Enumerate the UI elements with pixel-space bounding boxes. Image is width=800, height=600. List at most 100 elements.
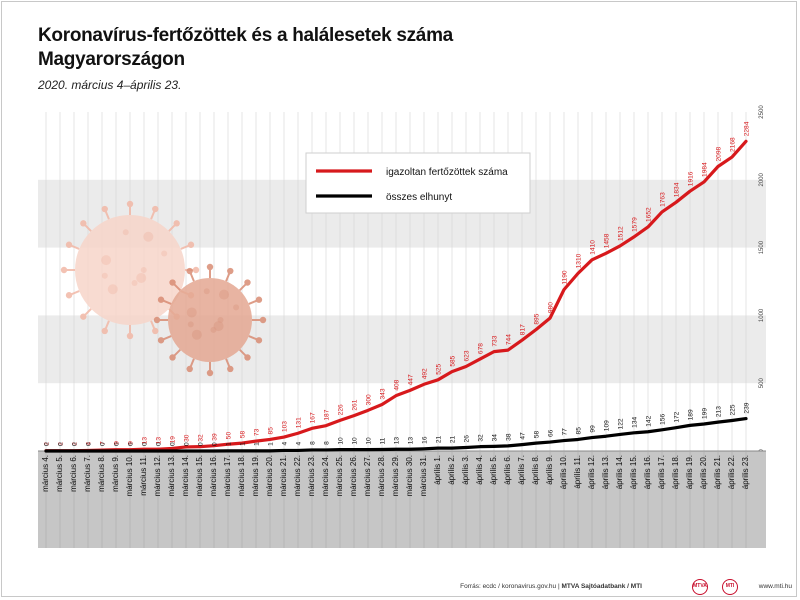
x-tick-label: április 22. [727,455,736,489]
data-label-deaths: 0 [212,442,219,446]
x-tick-label: március 23. [307,455,316,496]
data-label-deaths: 58 [534,430,541,438]
data-label-deaths: 0 [128,442,135,446]
data-label-infected: 408 [394,379,401,390]
data-label-infected: 1652 [646,207,653,222]
x-tick-label: március 24. [321,455,330,496]
x-tick-label: április 16. [643,455,652,489]
source-bold: MTVA Sajtóadatbank / MTI [561,583,642,590]
data-label-infected: 187 [324,409,331,420]
data-label-deaths: 8 [310,441,317,445]
x-tick-label: március 8. [97,455,106,492]
x-tick-label: április 23. [741,455,750,489]
data-label-infected: 9 [128,441,135,445]
data-label-deaths: 10 [352,437,359,445]
y-tick-label: 500 [759,378,765,389]
x-tick-label: március 5. [55,455,64,492]
x-tick-label: március 15. [195,455,204,496]
data-label-infected: 585 [450,355,457,366]
data-label-infected: 73 [254,428,261,436]
x-tick-label: április 20. [699,455,708,489]
footer: Forrás: ecdc / koronavirus.gov.hu | MTVA… [0,572,800,600]
data-label-infected: 2 [58,442,65,446]
x-tick-label: április 18. [671,455,680,489]
x-tick-label: április 14. [615,455,624,489]
line-chart: 05001000150020002500március 4.március 5.… [38,105,766,548]
data-label-infected: 226 [338,404,345,415]
x-tick-label: március 6. [69,455,78,492]
data-label-infected: 1310 [576,253,583,268]
data-label-infected: 525 [436,363,443,374]
data-label-infected: 50 [226,432,233,440]
y-tick-label: 1000 [759,308,765,322]
data-label-infected: 131 [296,417,303,428]
x-tick-label: március 9. [111,455,120,492]
x-tick-label: március 10. [125,455,134,496]
y-tick-label: 2000 [759,172,765,186]
source-prefix: Forrás: ecdc / koronavirus.gov.hu | [460,583,562,590]
x-tick-label: március 29. [391,455,400,496]
data-label-infected: 817 [520,324,527,335]
data-label-infected: 58 [240,430,247,438]
x-tick-label: április 19. [685,455,694,489]
data-label-infected: 261 [352,399,359,410]
data-label-deaths: 199 [702,408,709,419]
data-label-deaths: 32 [478,434,485,442]
legend-label: összes elhunyt [386,192,452,203]
x-axis-area [38,451,766,548]
data-label-deaths: 0 [170,442,177,446]
x-tick-label: március 20. [265,455,274,496]
data-label-infected: 13 [156,437,163,445]
data-label-deaths: 11 [380,437,387,444]
x-tick-label: március 28. [377,455,386,496]
source-note: Forrás: ecdc / koronavirus.gov.hu | MTVA… [460,583,642,590]
x-tick-label: április 15. [629,455,638,489]
x-tick-label: április 17. [657,455,666,489]
data-label-deaths: 109 [604,420,611,431]
x-tick-label: március 19. [251,455,260,496]
x-tick-label: március 16. [209,455,218,496]
data-label-deaths: 0 [114,442,121,446]
data-label-deaths: 13 [394,437,401,445]
data-label-deaths: 1 [268,442,275,446]
chart-title: Koronavírus-fertőzöttek és a halálesetek… [38,24,453,72]
data-label-infected: 103 [282,421,289,432]
data-label-infected: 1512 [618,226,625,241]
x-tick-label: március 25. [335,455,344,496]
x-tick-label: április 1. [433,455,442,485]
mti-logo: MTI [722,579,738,595]
virus-illustration-small [153,263,267,377]
data-label-deaths: 0 [44,442,51,446]
data-label-deaths: 34 [492,434,499,442]
data-label-infected: 1190 [562,270,569,285]
data-label-deaths: 134 [632,416,639,427]
data-label-infected: 32 [198,434,205,442]
data-label-deaths: 142 [646,415,653,426]
x-tick-label: április 6. [503,455,512,485]
data-label-infected: 13 [142,437,149,445]
x-tick-label: április 13. [601,455,610,489]
x-tick-label: március 18. [237,455,246,496]
data-label-deaths: 0 [184,442,191,446]
data-label-infected: 343 [380,388,387,399]
legend-label: igazoltan fertőzöttek száma [386,167,508,178]
x-tick-label: április 10. [559,455,568,489]
data-label-infected: 9 [114,441,121,445]
data-label-infected: 678 [478,343,485,354]
x-tick-label: március 30. [405,455,414,496]
x-tick-label: április 9. [545,455,554,485]
data-label-deaths: 1 [226,442,233,446]
series-line-deaths [44,416,748,453]
data-label-infected: 492 [422,368,429,379]
data-label-infected: 1410 [590,240,597,255]
data-label-deaths: 4 [282,441,289,445]
x-tick-label: április 21. [713,455,722,489]
data-label-deaths: 0 [86,442,93,446]
data-label-deaths: 0 [142,442,149,446]
data-label-deaths: 0 [72,442,79,446]
x-tick-label: március 26. [349,455,358,496]
title-line-1: Koronavírus-fertőzöttek és a halálesetek… [38,25,453,46]
x-tick-label: április 5. [489,455,498,485]
data-label-deaths: 1 [240,442,247,446]
